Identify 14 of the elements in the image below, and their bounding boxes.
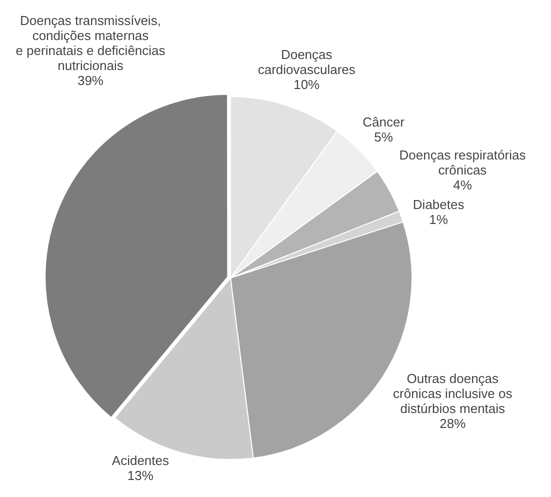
slice-label: Doenças transmissíveis, condições maternas e perinatais e deficiências nutricionais	[16, 13, 166, 74]
data-label: 13%	[127, 468, 154, 483]
data-label: 5%	[374, 130, 394, 145]
data-label: 28%	[440, 416, 466, 432]
data-label: 39%	[77, 73, 104, 88]
slice-label: Doenças respiratórias crônicas	[399, 148, 526, 178]
data-label: 1%	[429, 212, 448, 228]
slice-label: Câncer	[362, 114, 406, 130]
data-label: 10%	[294, 77, 320, 92]
slice-label: Diabetes	[412, 197, 465, 212]
slice-label: Acidentes	[112, 452, 170, 468]
slice-label: Doenças cardiovasculares	[258, 47, 356, 78]
data-label: 4%	[453, 178, 472, 193]
slice-label: Outras doenças crônicas inclusive os distúrbios mentais	[393, 371, 513, 416]
